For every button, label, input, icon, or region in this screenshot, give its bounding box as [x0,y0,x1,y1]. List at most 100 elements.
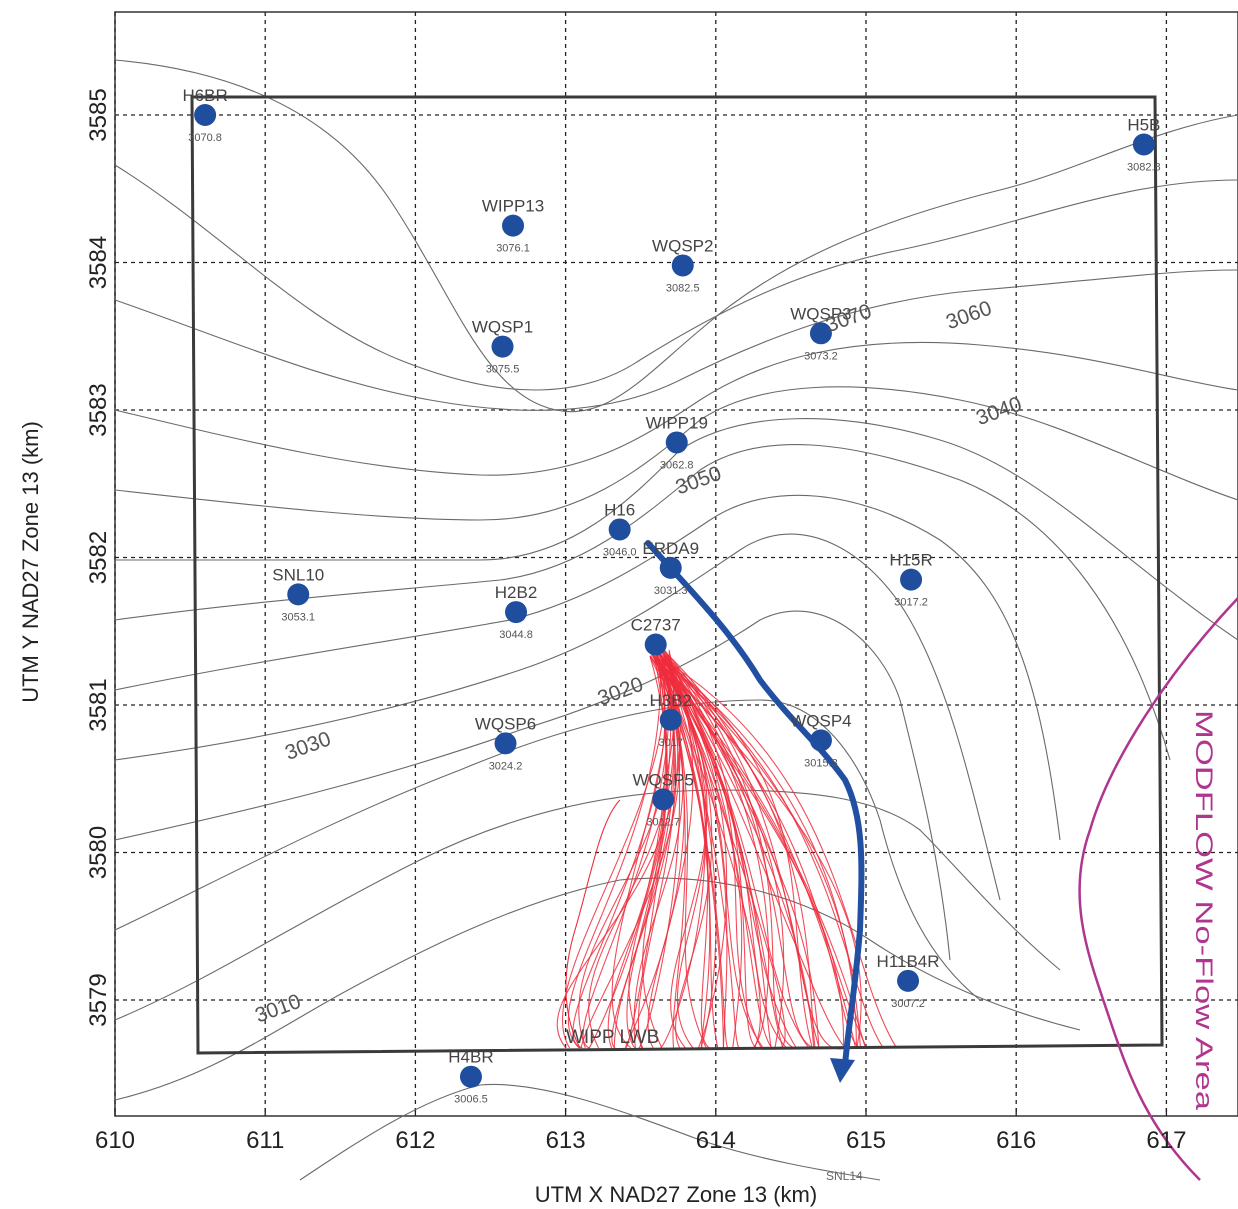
head-contour-line [114,59,1238,413]
head-contour-line [114,386,1238,521]
x-tick-label: 616 [996,1127,1036,1154]
well-name-label: WQSP6 [475,714,536,733]
well-name-label: WIPP19 [646,413,708,432]
y-tick-labels: 3579 3580 3581 3582 3583 3584 3585 [85,88,112,1026]
well-dot[interactable] [459,1065,482,1088]
particle-path [565,799,621,1049]
well-head-label: 3075.5 [486,364,520,376]
well-name-label: H16 [604,500,635,519]
well-name-label: H5B [1127,116,1160,135]
well-marker[interactable]: WQSP1 3075.5 [472,318,533,376]
well-marker[interactable]: WQSP4 3015.3 [790,711,851,769]
well-dot[interactable] [505,601,528,624]
well-marker[interactable]: ERDA9 3031.3 [642,539,699,597]
well-marker[interactable]: H3B2 3017 [649,691,692,749]
particle-path [659,655,797,1049]
particle-path [642,652,667,1049]
particle-path [656,659,764,1049]
well-dot[interactable] [897,969,920,992]
well-dot[interactable] [1132,133,1155,156]
particle-path [668,658,773,1049]
particle-path [655,653,731,1050]
well-marker[interactable]: WQSP2 3082.5 [652,236,713,294]
particle-path [659,657,898,1049]
particle-path [657,657,857,1049]
y-axis-title: UTM Y NAD27 Zone 13 (km) [18,421,43,703]
well-marker[interactable]: C2737 [631,616,681,656]
partial-well-label: SNL14 [826,1169,863,1183]
well-name-label: H3B2 [649,691,692,710]
well-head-label: 3007.2 [891,998,925,1010]
well-dot[interactable] [652,788,675,811]
head-contour-line [299,1083,881,1181]
well-marker[interactable]: H5B 3082.8 [1127,116,1161,174]
x-tick-label: 612 [395,1127,435,1154]
well-marker[interactable]: H11B4R 3007.2 [877,952,940,1010]
well-name-label: H11B4R [877,952,940,971]
modflow-no-flow-boundary [1078,597,1238,1181]
y-tick-label: 3582 [85,531,112,584]
well-marker[interactable]: WIPP19 3062.8 [646,413,708,471]
x-tick-label: 613 [546,1127,586,1154]
particle-path [663,651,815,1049]
well-dot[interactable] [665,431,688,454]
well-dot[interactable] [900,568,923,591]
well-dot[interactable] [502,214,525,237]
well-dot[interactable] [194,104,217,126]
particle-path [664,655,786,1049]
well-head-label: 3062.8 [660,459,694,471]
head-contour-line [114,789,1061,1021]
well-marker[interactable]: H6BR 3070.8 [182,86,227,144]
particle-path [662,652,846,1050]
head-contour-line [114,164,1238,391]
well-dot[interactable] [671,254,694,277]
well-marker[interactable]: WQSP6 3024.2 [475,714,536,772]
well-marker[interactable]: WQSP5 3012.7 [633,770,694,828]
well-dot[interactable] [809,322,832,345]
well-head-label: 3053.1 [281,611,315,623]
head-contour-line [114,269,1238,411]
well-head-label: 3073.2 [804,350,838,362]
well-dot[interactable] [608,518,631,541]
well-marker[interactable]: SNL10 3053.1 [272,565,324,623]
well-name-label: WQSP1 [472,318,533,337]
well-marker[interactable]: WIPP13 3076.1 [482,197,544,255]
wipp-lwb-boundary [190,95,1164,1055]
lwb-label: WIPP LWB [566,1027,659,1048]
particle-path [656,653,761,1049]
well-dot[interactable] [491,335,514,358]
y-tick-label: 3580 [85,826,112,879]
well-name-label: SNL10 [272,565,324,584]
well-marker[interactable]: H16 3046.0 [603,500,637,558]
particle-path [655,657,810,1049]
well-name-label: WQSP3 [790,304,851,323]
well-dot[interactable] [659,556,682,579]
head-contour-line [114,610,951,961]
well-marker[interactable]: H4BR 3006.5 [448,1048,493,1106]
well-dot[interactable] [659,708,682,731]
head-contour-line [114,533,1001,901]
well-dot[interactable] [644,633,667,656]
well-marker[interactable]: WQSP3 3073.2 [790,304,851,362]
head-contour-line [114,877,1081,1101]
well-head-label: 3017 [658,737,682,749]
well-name-label: H4BR [448,1048,493,1067]
head-contour-line [114,341,1238,476]
particle-path [650,651,862,1049]
y-tick-label: 3581 [85,678,112,731]
well-dot[interactable] [287,583,310,606]
well-dot[interactable] [809,729,832,752]
x-tick-label: 610 [95,1127,135,1154]
well-head-label: 3006.5 [454,1094,488,1106]
well-name-label: WIPP13 [482,197,544,216]
particle-path [665,654,710,1049]
particle-path [662,649,856,1049]
well-head-label: 3015.3 [804,757,838,769]
well-dot[interactable] [494,732,517,755]
well-head-label: 3031.3 [654,585,688,597]
well-name-label: ERDA9 [642,539,699,558]
well-marker[interactable]: H15R 3017.2 [889,551,932,609]
particle-path [667,656,686,1049]
y-tick-label: 3584 [85,236,112,289]
well-marker[interactable]: H2B2 3044.8 [495,583,538,641]
